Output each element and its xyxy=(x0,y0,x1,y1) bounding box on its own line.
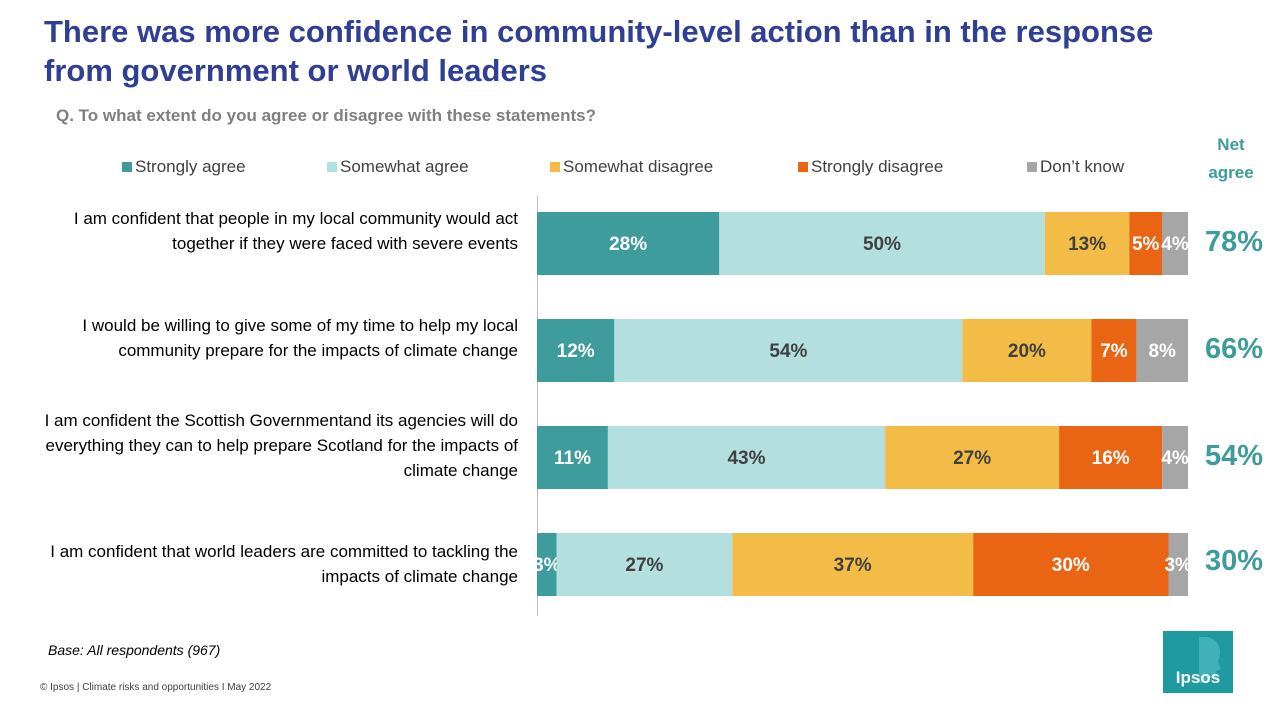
bar-value-label: 12% xyxy=(557,341,595,362)
bar-segment xyxy=(1129,212,1162,275)
legend-label: Somewhat disagree xyxy=(563,157,714,176)
logo-text: Ipsos xyxy=(1175,668,1221,687)
bar-value-label: 8% xyxy=(1148,341,1176,362)
bar-segment xyxy=(537,212,720,275)
bar-segment xyxy=(962,319,1092,382)
legend-swatch-somewhat-disagree xyxy=(550,162,560,172)
question-text: Q. To what extent do you agree or disagr… xyxy=(56,106,597,125)
legend-label: Somewhat agree xyxy=(340,157,469,176)
bar-value-label: 20% xyxy=(1008,341,1046,362)
category-axis-line xyxy=(537,196,538,616)
bar-value-label: 37% xyxy=(834,555,872,576)
bar-segment xyxy=(537,426,608,489)
bar-value-label: 13% xyxy=(1068,234,1106,255)
legend-label: Strongly disagree xyxy=(811,157,944,176)
legend-swatch-strongly-agree xyxy=(122,162,132,172)
base-note: Base: All respondents (967) xyxy=(48,642,221,658)
bar-segment xyxy=(1059,426,1163,489)
net-agree-value-1: 78% xyxy=(1204,226,1264,258)
bar-value-label: 27% xyxy=(625,555,663,576)
net-agree-value-2: 66% xyxy=(1204,333,1264,365)
ipsos-logo: Ipsos xyxy=(1163,631,1233,693)
row-label-1: I am confident that people in my local c… xyxy=(73,209,518,253)
legend-label: Strongly agree xyxy=(135,157,246,176)
bar-segment xyxy=(1136,319,1188,382)
bar-segment xyxy=(1162,426,1188,489)
bar-value-label: 27% xyxy=(953,448,991,469)
logo-head-icon xyxy=(1199,637,1221,683)
bar-segment xyxy=(1044,212,1130,275)
bar-segment xyxy=(537,533,557,596)
bar-segment xyxy=(1162,212,1188,275)
legend-item-somewhat-disagree: Somewhat disagree xyxy=(550,157,713,177)
bar-segment xyxy=(614,319,963,382)
bar-value-label: 54% xyxy=(769,341,807,362)
net-agree-value-3: 54% xyxy=(1204,440,1264,472)
row-label-2: I would be willing to give some of my ti… xyxy=(82,316,518,360)
legend-label: Don’t know xyxy=(1040,157,1125,176)
legend-item-strongly-agree: Strongly agree xyxy=(122,157,246,177)
bar-value-label: 4% xyxy=(1161,234,1189,255)
bar-segment xyxy=(537,319,615,382)
bar-value-label: 28% xyxy=(609,234,647,255)
bar-value-label: 50% xyxy=(863,234,901,255)
legend-swatch-somewhat-agree xyxy=(327,162,337,172)
legend-swatch-dont-know xyxy=(1027,162,1037,172)
bar-value-label: 16% xyxy=(1092,448,1130,469)
bar-segment xyxy=(885,426,1060,489)
bar-segment xyxy=(1091,319,1137,382)
bar-value-label: 7% xyxy=(1100,341,1128,362)
bar-segment xyxy=(719,212,1045,275)
net-agree-value-4: 30% xyxy=(1204,545,1264,577)
footer-copyright: © Ipsos | Climate risks and opportunitie… xyxy=(40,682,272,693)
legend-item-dont-know: Don’t know xyxy=(1027,157,1124,177)
bar-value-label: 4% xyxy=(1161,448,1189,469)
bar-segment xyxy=(732,533,974,596)
row-label-4: I am confident that world leaders are co… xyxy=(50,542,518,586)
bar-value-label: 5% xyxy=(1132,234,1160,255)
bar-value-label: 43% xyxy=(727,448,765,469)
bar-segment xyxy=(1168,533,1188,596)
bar-value-label: 30% xyxy=(1052,555,1090,576)
bar-value-label: 11% xyxy=(554,448,591,469)
legend-swatch-strongly-disagree xyxy=(798,162,808,172)
legend-item-somewhat-agree: Somewhat agree xyxy=(327,157,469,177)
chart-title: There was more confidence in community-l… xyxy=(44,14,1154,88)
bar-segment xyxy=(973,533,1169,596)
row-label-3: I am confident the Scottish Governmentan… xyxy=(44,411,518,480)
legend-item-strongly-disagree: Strongly disagree xyxy=(798,157,943,177)
bar-segment xyxy=(607,426,886,489)
net-agree-header: Net agree xyxy=(1208,135,1254,182)
bar-value-label: 3% xyxy=(1164,555,1192,576)
bar-segment xyxy=(556,533,733,596)
